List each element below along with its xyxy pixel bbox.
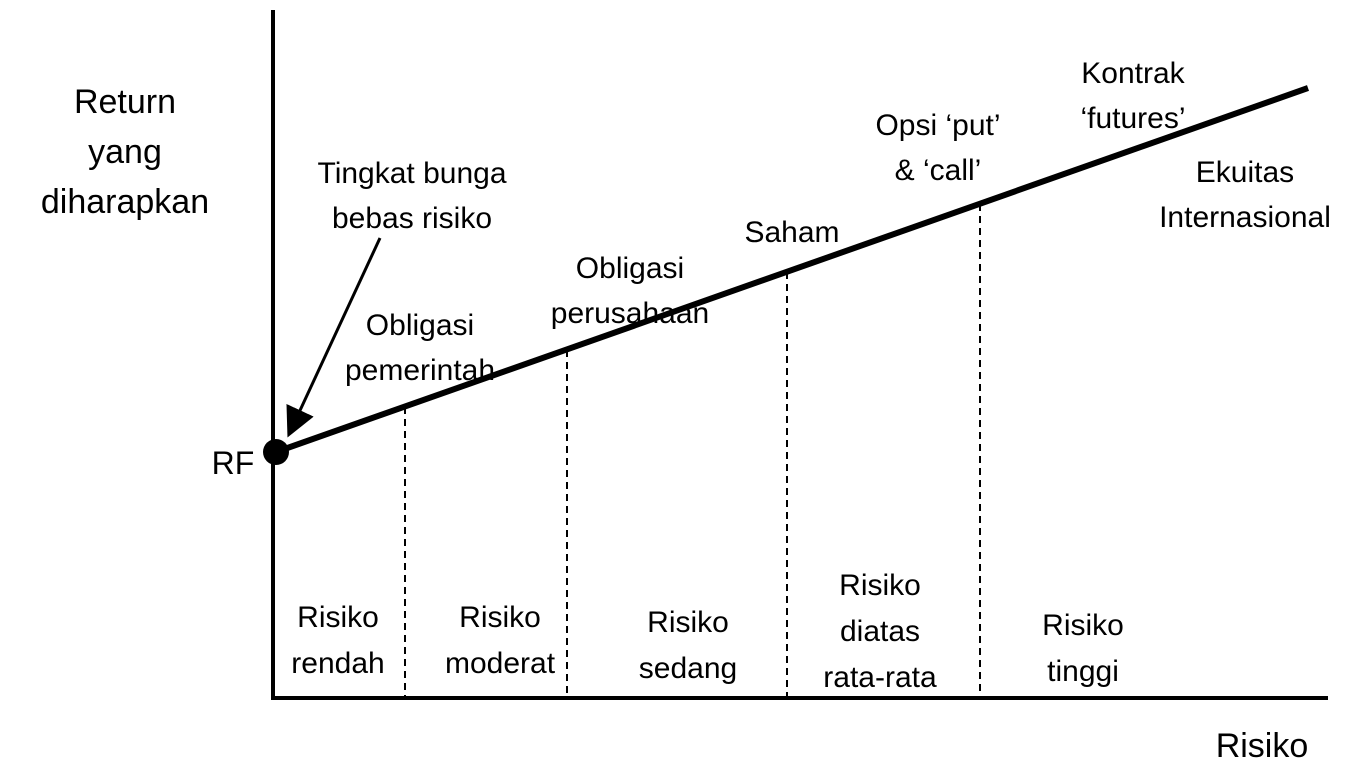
label: diatas bbox=[840, 615, 920, 648]
label: sedang bbox=[639, 652, 737, 685]
label: Risiko bbox=[459, 601, 541, 634]
label: Saham bbox=[744, 216, 839, 249]
labels: Return yang diharapkan Risiko RF Tingkat bung… bbox=[41, 57, 1331, 765]
label: diharapkan bbox=[41, 183, 209, 221]
label: Obligasi bbox=[576, 252, 684, 285]
label: Risiko bbox=[1042, 609, 1124, 642]
label: Risiko bbox=[647, 606, 729, 639]
label: & ‘call’ bbox=[895, 154, 982, 187]
label: Risiko bbox=[839, 569, 921, 602]
label: bebas risiko bbox=[332, 202, 492, 235]
label: rendah bbox=[291, 647, 384, 680]
label: moderat bbox=[445, 647, 556, 680]
label: pemerintah bbox=[345, 354, 495, 387]
label: RF bbox=[212, 445, 255, 481]
rf-point bbox=[263, 439, 289, 465]
label: Return bbox=[74, 83, 176, 121]
label: Risiko bbox=[297, 601, 379, 634]
label: tinggi bbox=[1047, 655, 1119, 688]
label: yang bbox=[88, 133, 162, 171]
label: Obligasi bbox=[366, 309, 474, 342]
label: ‘futures’ bbox=[1080, 102, 1185, 135]
label: Kontrak bbox=[1081, 57, 1185, 90]
label: perusahaan bbox=[551, 297, 709, 330]
label: Tingkat bunga bbox=[317, 157, 506, 190]
arrow bbox=[286, 237, 382, 438]
label: Internasional bbox=[1159, 201, 1331, 234]
label: Ekuitas bbox=[1196, 156, 1294, 189]
label: rata-rata bbox=[823, 661, 937, 694]
zone-dividers bbox=[404, 204, 981, 698]
label: Risiko bbox=[1216, 727, 1309, 765]
label: Opsi ‘put’ bbox=[875, 109, 1000, 142]
risk-return-line bbox=[275, 85, 1309, 455]
